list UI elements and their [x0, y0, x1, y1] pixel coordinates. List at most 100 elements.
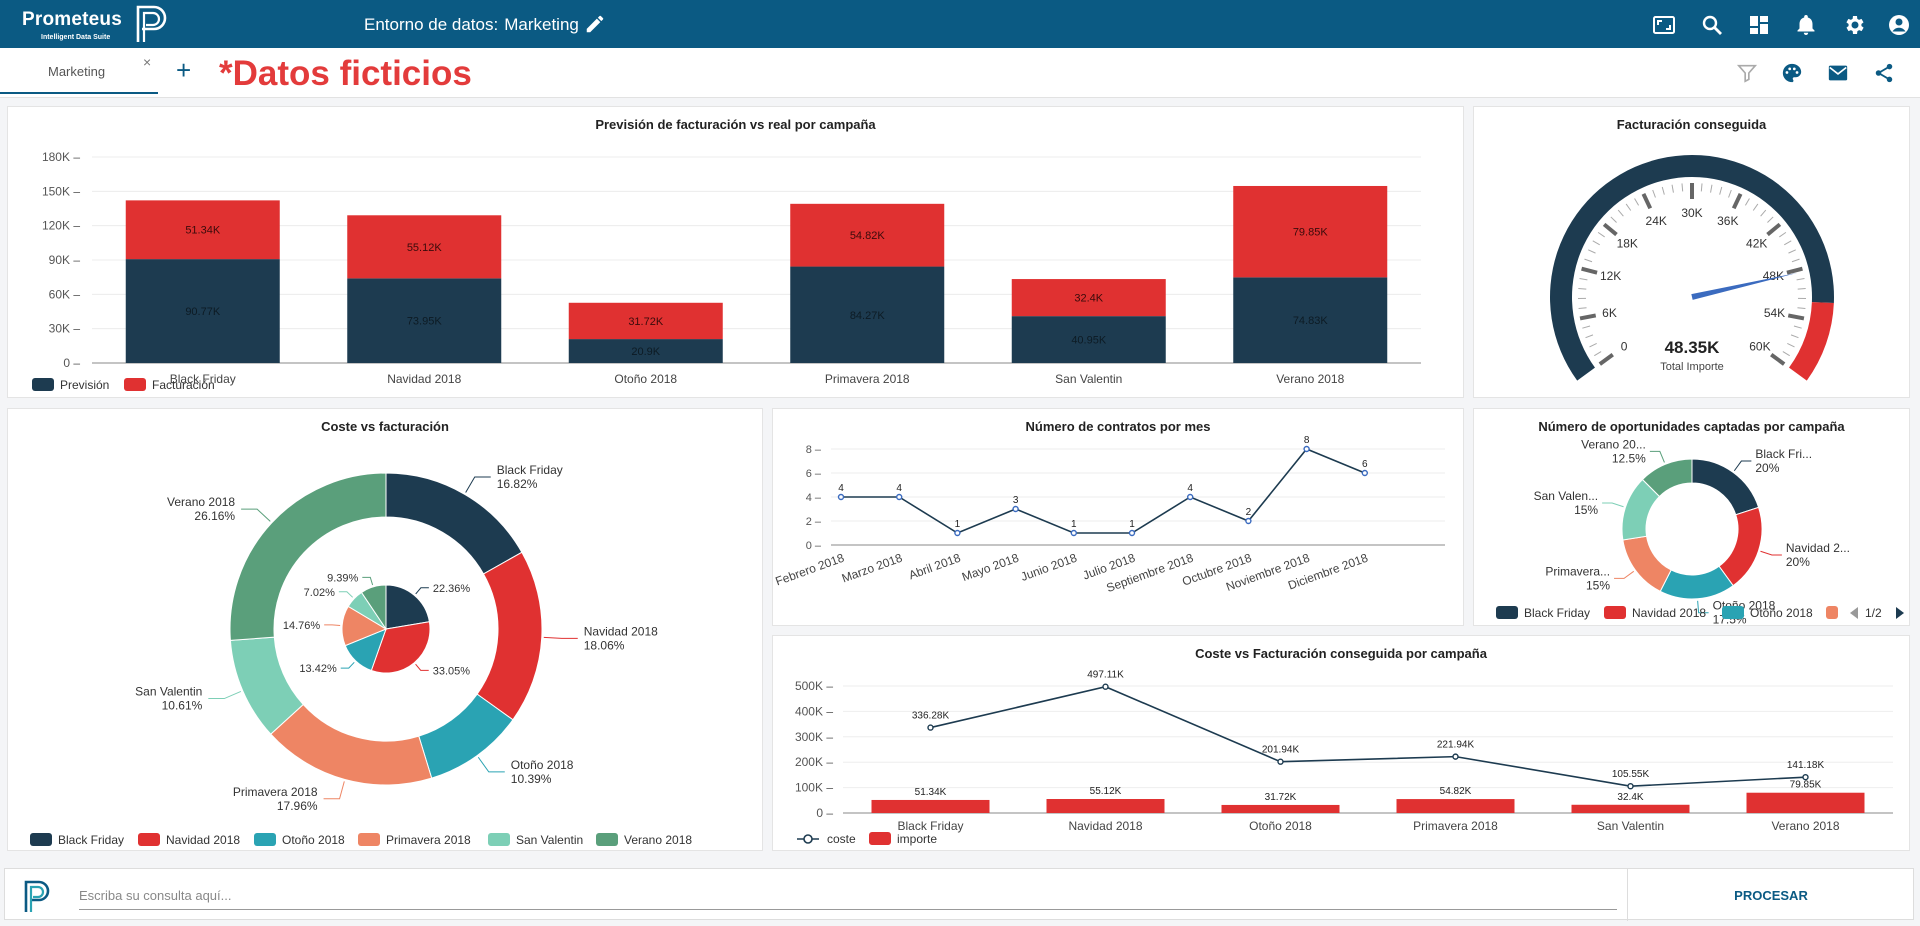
costvs-chart-title: Coste vs Facturación conseguida por camp… — [1195, 646, 1487, 661]
gauge-minor-tick — [1782, 351, 1790, 357]
gauge-minor-tick — [1700, 183, 1703, 192]
coste-point — [1277, 758, 1284, 765]
data-point — [1245, 517, 1252, 525]
bar-data-label: 51.34K — [185, 225, 221, 237]
gauge-minor-tick — [1681, 183, 1684, 192]
legend-prevision-label: Previsión — [60, 378, 109, 392]
opportunities-donut-chart: Black Fri...20%Navidad 2...20%Otoño 2018… — [1496, 437, 1904, 627]
bar-data-label: 32.4K — [1074, 293, 1103, 305]
donut-slice-value: 20% — [1755, 461, 1779, 475]
donut-leader — [1733, 460, 1752, 472]
filter-icon[interactable] — [1736, 62, 1758, 84]
inner-slice-leader — [362, 576, 374, 586]
donut-leader — [1649, 450, 1665, 463]
x-tick-label: Navidad 2018 — [387, 372, 461, 386]
y-tick-label: 500K – — [795, 679, 833, 693]
coste-data-label: 141.18K — [1787, 760, 1825, 771]
y-tick-label: 4 – — [806, 492, 822, 504]
brand-logo[interactable]: Prometeus Intelligent Data Suite — [22, 5, 167, 42]
bar-data-label: 54.82K — [850, 230, 886, 242]
x-tick-label: Marzo 2018 — [840, 551, 905, 586]
tab-marketing[interactable]: Marketing × — [0, 48, 158, 94]
bar — [125, 200, 280, 260]
process-button[interactable]: PROCESAR — [1629, 869, 1913, 921]
y-tick-label: 2 – — [806, 516, 822, 528]
coste-point — [1452, 753, 1459, 760]
legend-item-swatch — [488, 833, 510, 846]
bar — [347, 278, 502, 363]
bar — [347, 215, 502, 279]
add-tab-button[interactable]: + — [176, 55, 192, 85]
bar-data-label: 31.72K — [628, 316, 664, 328]
legend-item-swatch — [254, 833, 276, 846]
x-tick-label: Primavera 2018 — [1413, 819, 1498, 833]
bar-data-label: 40.95K — [1071, 335, 1107, 347]
forecast-chart-title: Previsión de facturación vs real por cam… — [595, 117, 876, 132]
gauge-tick — [1598, 353, 1614, 366]
legend-item-swatch — [1722, 606, 1744, 619]
coste-data-label: 221.94K — [1437, 740, 1475, 751]
coste-point — [1102, 683, 1109, 690]
search-icon[interactable] — [1700, 13, 1724, 37]
data-point — [1012, 505, 1019, 513]
outer-slice-name: Black Friday — [497, 463, 563, 477]
gauge-tick-label: 24K — [1646, 214, 1667, 228]
gauge-minor-tick — [1584, 258, 1593, 263]
donut-leader — [1614, 570, 1635, 579]
legend-item-label: Black Friday — [58, 833, 124, 847]
y-tick-label: 100K – — [795, 781, 833, 795]
fullscreen-icon[interactable] — [1652, 13, 1676, 37]
gauge-arc — [1550, 155, 1834, 381]
data-label: 3 — [1013, 495, 1019, 506]
data-label: 4 — [838, 483, 844, 494]
data-label: 1 — [1071, 519, 1077, 530]
legend-item-swatch — [596, 833, 618, 846]
pencil-icon[interactable] — [584, 13, 606, 35]
gauge-minor-tick — [1597, 231, 1605, 238]
bell-icon[interactable] — [1794, 13, 1818, 37]
gauge-title: Facturación conseguida — [1616, 117, 1767, 132]
bar-data-label: 84.27K — [850, 310, 886, 322]
inner-slice-value: 9.39% — [327, 572, 358, 584]
gauge-tick — [1602, 222, 1618, 237]
gauge-minor-tick — [1752, 203, 1759, 211]
user-icon[interactable] — [1887, 13, 1911, 37]
share-icon[interactable] — [1873, 62, 1895, 84]
bar-data-label: 73.95K — [407, 316, 443, 328]
query-input[interactable] — [79, 882, 1617, 910]
prometeus-logo-icon — [136, 5, 167, 42]
gauge-minor-tick — [1788, 249, 1796, 254]
gear-icon[interactable] — [1842, 13, 1866, 37]
close-tab-icon[interactable]: × — [143, 54, 152, 70]
cost-pie-panel: Coste vs facturación Black Friday 16.82% N… — [7, 408, 763, 851]
contracts-line-chart: 0 – 2 – 4 – 6 – 8 – 4 Febrero 2018 4 Marzo 2018 1… — [774, 435, 1445, 595]
legend-item-label: Verano 2018 — [624, 833, 692, 847]
donut-leader — [1602, 502, 1624, 508]
donut-slice-value: 15% — [1586, 578, 1610, 592]
palette-icon[interactable] — [1781, 62, 1803, 84]
data-label: 6 — [1362, 459, 1368, 470]
outer-slice-leader — [241, 508, 271, 522]
outer-slice — [229, 472, 387, 641]
fictitious-data-notice: *Datos ficticios — [219, 54, 472, 93]
dashboard-icon[interactable] — [1747, 13, 1771, 37]
data-environment: Entorno de datos: Marketing — [364, 15, 579, 35]
gauge-minor-tick — [1797, 287, 1806, 290]
gauge-tick — [1641, 193, 1653, 210]
gauge-chart: 0 6K 12K 18K 24K 30K 36K 42K 48K 54K 60K 48.35K Tota… — [1550, 155, 1834, 381]
gauge-tick — [1766, 222, 1782, 237]
donut-slice — [1659, 565, 1734, 600]
brand-suite: Intelligent Data Suite — [41, 34, 111, 41]
bar-data-label: 55.12K — [407, 242, 443, 254]
mail-icon[interactable] — [1827, 62, 1849, 84]
legend-item-swatch — [1604, 606, 1626, 619]
donut-slice — [1691, 458, 1760, 516]
legend-item-label: Navidad 2018 — [166, 833, 240, 847]
outer-slice-name: Navidad 2018 — [584, 624, 658, 638]
inner-slice-leader — [340, 661, 355, 669]
legend-prevision-swatch — [32, 378, 54, 391]
y-tick-label: 60K – — [49, 287, 81, 301]
gauge-arc-red — [1789, 302, 1834, 381]
data-point — [1361, 469, 1368, 477]
gauge-tick-label: 48K — [1763, 269, 1784, 283]
